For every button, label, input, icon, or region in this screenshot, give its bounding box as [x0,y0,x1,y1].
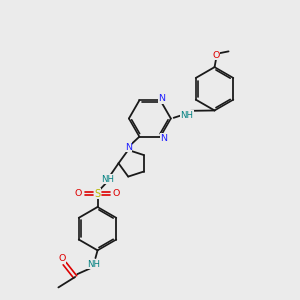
Text: N: N [125,143,132,152]
Text: S: S [94,189,100,199]
Text: N: N [159,94,166,103]
Text: NH: NH [87,260,100,269]
Text: NH: NH [101,175,114,184]
Text: N: N [160,134,167,143]
Text: O: O [213,51,220,60]
Text: O: O [113,189,120,198]
Text: O: O [75,189,82,198]
Text: O: O [58,254,66,263]
Text: NH: NH [180,110,193,119]
